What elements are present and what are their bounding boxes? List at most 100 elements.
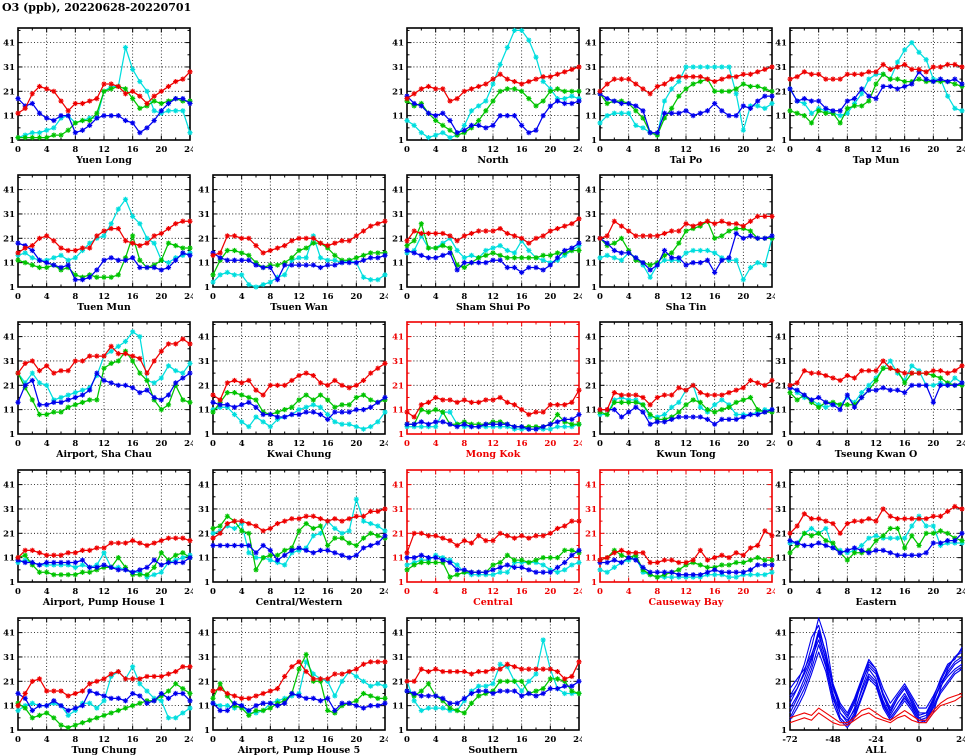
x-tick-label: 16 bbox=[709, 439, 721, 449]
y-tick-label: 31 bbox=[775, 505, 787, 515]
x-tick-label: 0 bbox=[597, 145, 603, 155]
x-tick-label: 20 bbox=[155, 439, 167, 449]
y-tick-label: 21 bbox=[392, 677, 404, 687]
x-tick-label: 8 bbox=[461, 145, 467, 155]
y-tick-label: 31 bbox=[585, 357, 597, 367]
y-tick-label: 11 bbox=[585, 112, 597, 122]
x-tick-label: -48 bbox=[825, 735, 840, 745]
y-tick-label: 31 bbox=[392, 505, 404, 515]
chart-tung-chung: 1 11 21 31 41 0 4 8 12 16 20 24 Tung Chung bbox=[0, 606, 196, 755]
y-tick-label: 21 bbox=[775, 529, 787, 539]
x-tick-label: 0 bbox=[787, 439, 793, 449]
y-tick-label: 31 bbox=[392, 63, 404, 73]
x-tick-label: 0 bbox=[15, 439, 21, 449]
x-tick-label: 16 bbox=[322, 587, 334, 597]
x-tick-label: 0 bbox=[404, 292, 410, 302]
y-tick-label: 11 bbox=[585, 554, 597, 564]
y-tick-label: 41 bbox=[392, 39, 404, 49]
x-tick-label: -72 bbox=[782, 735, 797, 745]
y-tick-label: 1 bbox=[591, 136, 597, 146]
x-tick-label: 24 bbox=[573, 439, 582, 449]
x-tick-label: 20 bbox=[350, 735, 362, 745]
x-tick-label: 0 bbox=[597, 587, 603, 597]
x-tick-label: 0 bbox=[15, 735, 21, 745]
x-tick-label: 8 bbox=[844, 587, 850, 597]
x-tick-label: 8 bbox=[654, 439, 660, 449]
chart-tuen-mun: 1 11 21 31 41 0 4 8 12 16 20 24 Tuen Mun bbox=[0, 163, 196, 313]
chart-all: 1 11 21 31 41 -72 -48 -24 0 24 ALL bbox=[772, 606, 965, 755]
x-tick-label: 12 bbox=[98, 145, 110, 155]
y-tick-label: 41 bbox=[198, 333, 210, 343]
y-tick-label: 41 bbox=[3, 629, 15, 639]
x-tick-label: 20 bbox=[927, 587, 939, 597]
x-tick-label: 4 bbox=[626, 292, 632, 302]
x-tick-label: 24 bbox=[573, 292, 582, 302]
x-tick-label: 16 bbox=[127, 439, 139, 449]
chart-title: Sham Shui Po bbox=[456, 302, 530, 313]
chart-central-western: 1 11 21 31 41 0 4 8 12 16 20 24 Central/Western bbox=[195, 458, 391, 608]
chart-title: Causeway Bay bbox=[649, 597, 724, 608]
x-tick-label: 4 bbox=[816, 145, 822, 155]
x-tick-label: 0 bbox=[916, 735, 922, 745]
y-tick-label: 11 bbox=[198, 406, 210, 416]
x-tick-label: 0 bbox=[597, 439, 603, 449]
x-tick-label: 4 bbox=[44, 145, 50, 155]
x-tick-label: 20 bbox=[927, 145, 939, 155]
x-tick-label: 4 bbox=[44, 292, 50, 302]
x-tick-label: 0 bbox=[210, 587, 216, 597]
x-tick-label: 12 bbox=[680, 292, 692, 302]
chart-title: Southern bbox=[468, 745, 517, 755]
x-tick-label: 24 bbox=[573, 587, 582, 597]
x-tick-label: 0 bbox=[787, 587, 793, 597]
y-tick-label: 31 bbox=[198, 357, 210, 367]
x-tick-label: 8 bbox=[461, 587, 467, 597]
x-tick-label: 8 bbox=[72, 292, 78, 302]
y-tick-label: 11 bbox=[3, 112, 15, 122]
x-tick-label: 24 bbox=[184, 145, 193, 155]
x-tick-label: 0 bbox=[404, 439, 410, 449]
x-tick-label: 16 bbox=[709, 292, 721, 302]
y-tick-label: 1 bbox=[591, 578, 597, 588]
x-tick-label: 16 bbox=[899, 587, 911, 597]
y-tick-label: 21 bbox=[198, 529, 210, 539]
chart-title: Mong Kok bbox=[466, 449, 521, 460]
y-tick-label: 1 bbox=[398, 578, 404, 588]
y-tick-label: 1 bbox=[781, 430, 787, 440]
chart-tap-mun: 1 11 21 31 41 0 4 8 12 16 20 24 Tap Mun bbox=[772, 16, 965, 166]
y-tick-label: 11 bbox=[198, 259, 210, 269]
y-tick-label: 21 bbox=[3, 677, 15, 687]
chart-title: Kwai Chung bbox=[267, 449, 332, 460]
y-tick-label: 11 bbox=[775, 702, 787, 712]
y-tick-label: 21 bbox=[3, 234, 15, 244]
x-tick-label: 16 bbox=[127, 292, 139, 302]
y-tick-label: 21 bbox=[3, 87, 15, 97]
y-tick-label: 1 bbox=[9, 283, 15, 293]
y-tick-label: 1 bbox=[398, 283, 404, 293]
y-tick-label: 1 bbox=[204, 283, 210, 293]
x-tick-label: 8 bbox=[654, 292, 660, 302]
y-tick-label: 1 bbox=[591, 430, 597, 440]
x-tick-label: 20 bbox=[737, 292, 749, 302]
y-tick-label: 1 bbox=[781, 578, 787, 588]
x-tick-label: 8 bbox=[267, 292, 273, 302]
y-tick-label: 41 bbox=[585, 186, 597, 196]
chart-causeway-bay: 1 11 21 31 41 0 4 8 12 16 20 24 Causeway Bay bbox=[582, 458, 778, 608]
chart-mong-kok: 1 11 21 31 41 0 4 8 12 16 20 24 Mong Kok bbox=[389, 310, 585, 460]
x-tick-label: 20 bbox=[155, 735, 167, 745]
y-tick-label: 11 bbox=[3, 702, 15, 712]
x-tick-label: 20 bbox=[737, 145, 749, 155]
y-tick-label: 1 bbox=[204, 578, 210, 588]
y-tick-label: 41 bbox=[198, 481, 210, 491]
x-tick-label: 4 bbox=[44, 587, 50, 597]
chart-title: Sha Tin bbox=[666, 302, 707, 313]
x-tick-label: 0 bbox=[404, 587, 410, 597]
x-tick-label: 12 bbox=[870, 587, 882, 597]
chart-title: ALL bbox=[865, 745, 887, 755]
x-tick-label: 16 bbox=[127, 735, 139, 745]
